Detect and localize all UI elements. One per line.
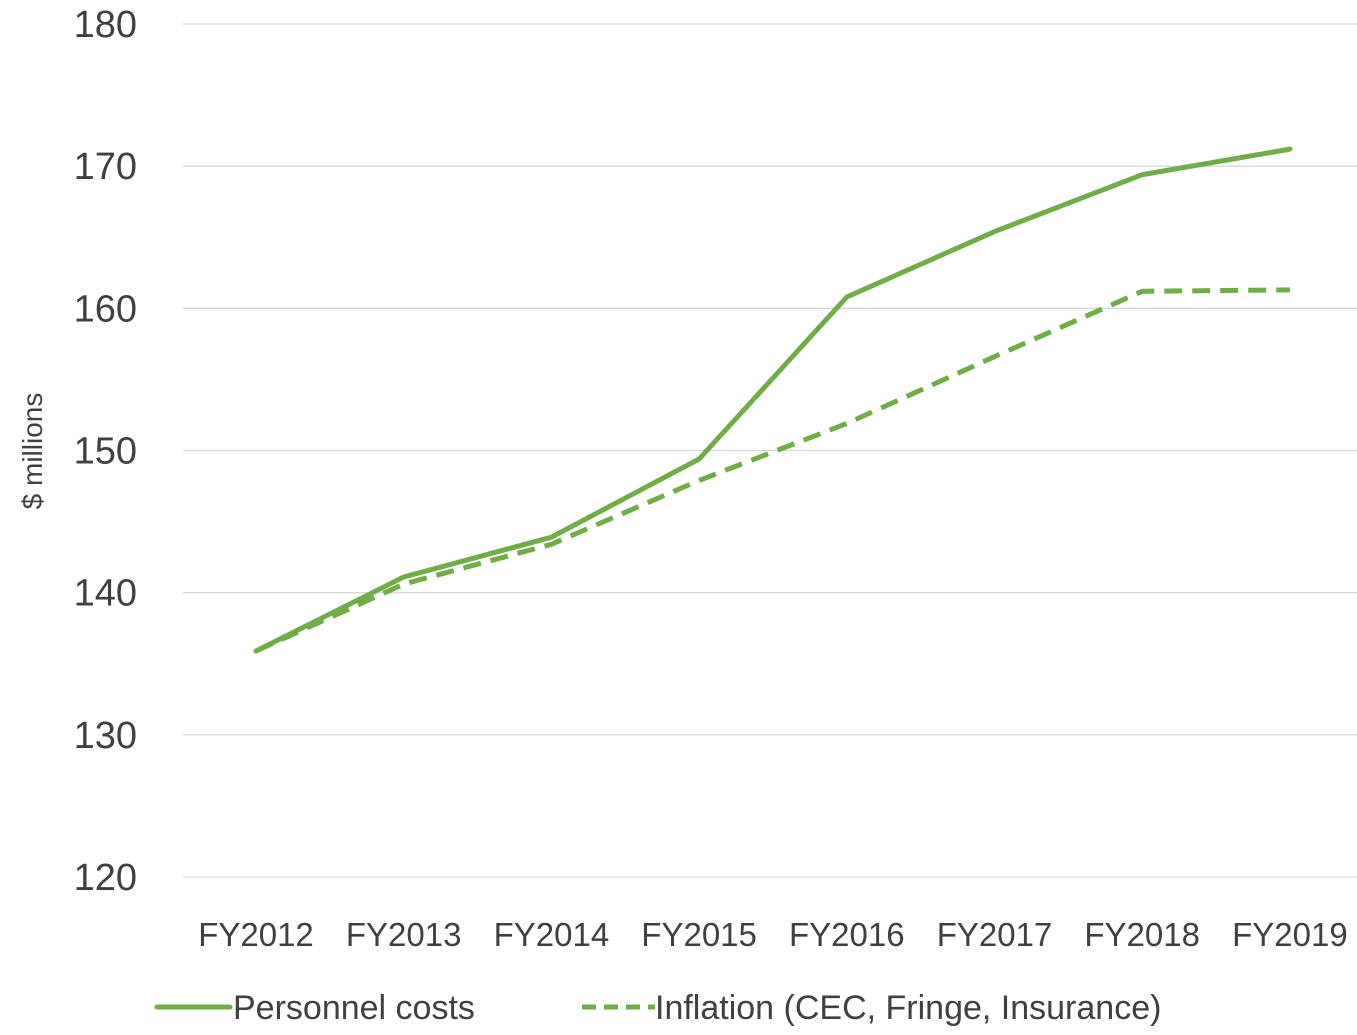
series-line-1: [253, 146, 1293, 654]
y-tick-label: 180: [74, 4, 137, 46]
y-tick-label: 120: [74, 857, 137, 899]
y-tick-label: 170: [74, 146, 137, 188]
gridlines: [183, 23, 1357, 878]
y-tick-label: 130: [74, 715, 137, 757]
x-tick-label: FY2017: [937, 916, 1053, 953]
legend-label-1: Personnel costs: [233, 989, 475, 1027]
x-tick-label: FY2015: [641, 916, 757, 953]
series-line-2: [254, 287, 1290, 654]
y-tick-label: 140: [74, 573, 137, 615]
y-axis-ticks: 120 130 140 150 160 170 180: [74, 4, 137, 899]
series-lines: [253, 146, 1293, 654]
legend: Personnel costs Inflation (CEC, Fringe, I…: [154, 989, 1161, 1027]
x-axis-ticks: FY2012 FY2013 FY2014 FY2015 FY2016 FY2017 FY20…: [198, 916, 1347, 953]
legend-label-2: Inflation (CEC, Fringe, Insurance): [655, 989, 1161, 1027]
y-tick-label: 160: [74, 288, 137, 330]
x-tick-label: FY2013: [346, 916, 462, 953]
x-tick-label: FY2016: [789, 916, 905, 953]
y-axis-title: $ millions: [17, 393, 48, 510]
x-tick-label: FY2018: [1084, 916, 1200, 953]
x-tick-label: FY2012: [198, 916, 314, 953]
x-tick-label: FY2019: [1232, 916, 1348, 953]
x-tick-label: FY2014: [494, 916, 610, 953]
y-tick-label: 150: [74, 431, 137, 473]
